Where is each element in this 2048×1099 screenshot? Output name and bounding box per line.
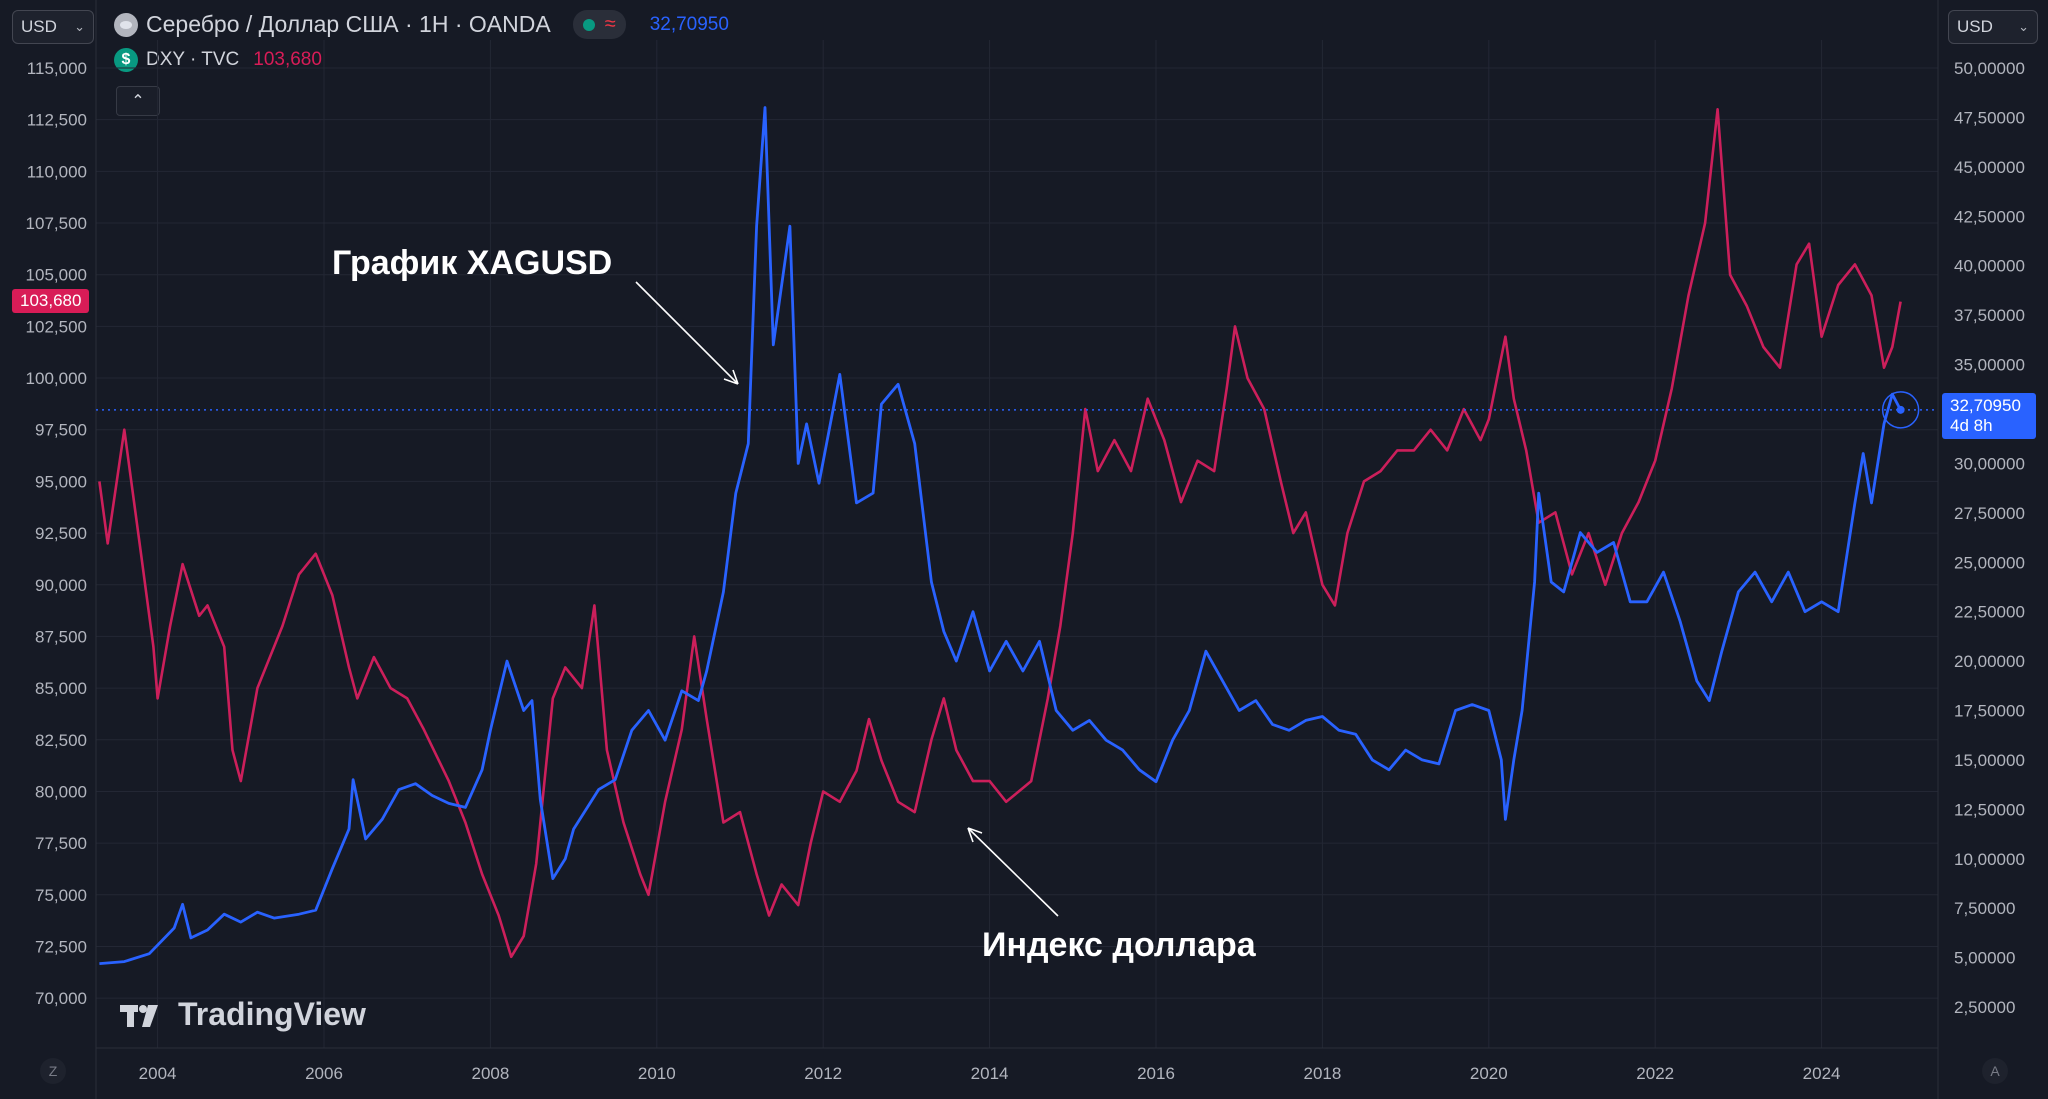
left-axis-tick-label: 87,500 (35, 627, 87, 646)
dollar-annotation-arrow (967, 827, 1059, 917)
right-axis-tick-label: 15,00000 (1954, 751, 2025, 770)
zoom-left-button[interactable]: Z (40, 1058, 66, 1084)
left-currency-select[interactable]: USD ⌄ (12, 10, 94, 44)
right-axis-tick-label: 5,00000 (1954, 949, 2015, 968)
chevron-down-icon: ⌄ (2018, 19, 2029, 34)
right-axis-tick-label: 30,00000 (1954, 454, 2025, 473)
right-axis-tick-label: 17,50000 (1954, 702, 2025, 721)
time-axis-label: 2024 (1803, 1064, 1841, 1083)
left-axis-tick-label: 115,000 (27, 59, 87, 78)
time-axis-label: 2018 (1303, 1064, 1341, 1083)
right-axis-tick-label: 10,00000 (1954, 850, 2025, 869)
left-axis-tick-label: 85,000 (35, 679, 87, 698)
right-axis-tick-label: 22,50000 (1954, 603, 2025, 622)
left-axis-tick-label: 107,500 (26, 214, 87, 233)
left-axis-tick-label: 95,000 (35, 472, 87, 491)
time-axis-label: 2014 (971, 1064, 1009, 1083)
time-axis-label: 2004 (139, 1064, 177, 1083)
left-axis-tick-label: 97,500 (35, 421, 87, 440)
silver-price-badge-value: 32,70950 (1950, 396, 2021, 415)
collapse-legend-button[interactable]: ⌃ (116, 86, 160, 116)
right-axis-tick-label: 42,50000 (1954, 207, 2025, 226)
right-axis-tick-label: 37,50000 (1954, 306, 2025, 325)
right-axis-tick-label: 20,00000 (1954, 652, 2025, 671)
auto-scale-button[interactable]: A (1982, 1058, 2008, 1084)
chart-grid (95, 0, 1939, 1099)
dxy-series-line (98, 108, 1902, 959)
main-series-legend[interactable]: Серебро / Доллар США · 1Н · OANDA ≈ 32,7… (114, 10, 729, 39)
last-price-dot (1896, 405, 1905, 414)
time-axis: 2004 2006 2008 2010 2012 2014 2016 2018 2020 2022… (139, 1064, 1841, 1083)
time-axis-label: 2010 (638, 1064, 676, 1083)
right-axis-tick-label: 35,00000 (1954, 356, 2025, 375)
left-axis-tick-label: 92,500 (35, 524, 87, 543)
time-axis-label: 2022 (1636, 1064, 1674, 1083)
right-currency-select[interactable]: USD ⌄ (1948, 10, 2038, 44)
right-axis-tick-label: 47,50000 (1954, 108, 2025, 127)
right-axis-tick-label: 50,00000 (1954, 59, 2025, 78)
right-axis-tick-label: 2,50000 (1954, 998, 2015, 1017)
dxy-price-badge: 103,680 (12, 289, 90, 313)
silver-series-line (99, 106, 1902, 965)
left-axis-tick-label: 90,000 (35, 576, 87, 595)
left-axis-tick-label: 102,500 (26, 317, 87, 336)
time-axis-label: 2006 (305, 1064, 343, 1083)
right-axis-tick-label: 12,50000 (1954, 800, 2025, 819)
chevron-down-icon: ⌄ (74, 19, 85, 34)
market-open-dot-icon (582, 18, 595, 31)
left-axis-tick-label: 75,000 (35, 886, 87, 905)
tradingview-logo-icon (120, 1004, 158, 1027)
time-axis-label: 2016 (1137, 1064, 1175, 1083)
tradingview-watermark: TradingView (118, 996, 366, 1033)
left-axis-tick-label: 82,500 (35, 731, 87, 750)
compare-symbol-value: 103,680 (253, 49, 322, 70)
right-axis-tick-label: 27,50000 (1954, 504, 2025, 523)
dollar-annotation-label: Индекс доллара (982, 926, 1256, 964)
silver-coin-icon (114, 12, 138, 37)
left-price-axis: 115,000 112,500 110,000 107,500 105,000 102,5… (26, 59, 87, 1008)
right-axis-tick-label: 40,00000 (1954, 257, 2025, 276)
right-axis-tick-label: 25,00000 (1954, 553, 2025, 572)
right-currency-label: USD (1957, 17, 1993, 36)
market-status-pill[interactable]: ≈ (572, 10, 626, 39)
left-axis-tick-label: 70,000 (35, 989, 87, 1008)
left-axis-tick-label: 112,500 (27, 111, 87, 130)
approx-icon: ≈ (604, 13, 616, 35)
left-axis-tick-label: 105,000 (26, 266, 87, 285)
tradingview-wordmark: TradingView (178, 996, 366, 1032)
right-price-axis: 50,00000 47,50000 45,00000 42,50000 40,00000… (1954, 59, 2025, 1017)
left-axis-tick-label: 100,000 (26, 369, 87, 388)
left-axis-tick-label: 80,000 (35, 782, 87, 801)
main-symbol-value: 32,70950 (649, 13, 729, 35)
time-axis-label: 2008 (471, 1064, 509, 1083)
compare-symbol-title: DXY · TVC (146, 49, 240, 70)
left-axis-tick-label: 110,000 (27, 162, 87, 181)
right-axis-tick-label: 7,50000 (1954, 899, 2015, 918)
left-axis-tick-label: 77,500 (35, 834, 87, 853)
left-axis-tick-label: 72,500 (35, 937, 87, 956)
silver-annotation-arrow (635, 281, 739, 385)
time-axis-label: 2020 (1470, 1064, 1508, 1083)
silver-price-badge: 32,70950 4d 8h (1942, 393, 2036, 439)
silver-annotation-label: График XAGUSD (332, 244, 613, 282)
left-currency-label: USD (21, 17, 57, 36)
main-symbol-title: Серебро / Доллар США · 1Н · OANDA (146, 11, 551, 37)
right-axis-tick-label: 45,00000 (1954, 158, 2025, 177)
chevron-up-icon: ⌃ (131, 93, 145, 110)
last-price-marker (1881, 391, 1920, 429)
time-axis-label: 2012 (804, 1064, 842, 1083)
silver-price-badge-countdown: 4d 8h (1950, 416, 1993, 435)
